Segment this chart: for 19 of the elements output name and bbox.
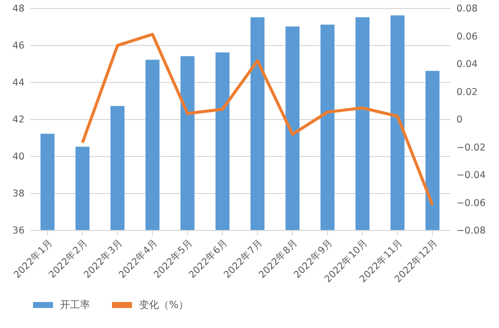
y-tick-label: 42 (12, 114, 24, 126)
y-tick-label: 38 (12, 188, 24, 200)
y2-tick-label: 0 (456, 114, 463, 126)
y2-tick-label: 0.02 (456, 86, 478, 98)
line-series (81, 32, 434, 207)
y2-tick-label: −0.04 (456, 170, 486, 181)
y2-tick-label: −0.06 (456, 198, 486, 209)
y2-tick-label: −0.08 (456, 226, 486, 236)
legend-label: 开工率 (60, 299, 90, 311)
y2-tick-label: −0.02 (456, 142, 486, 154)
y-tick-label: 46 (12, 40, 24, 52)
legend-label: 变化（%） (139, 299, 189, 311)
y2-tick-label: 0.06 (456, 31, 478, 42)
y-tick-label: 40 (12, 152, 24, 162)
y2-tick-label: 0.08 (456, 4, 478, 14)
y-tick-label: 48 (12, 4, 24, 14)
y-tick-label: 36 (12, 226, 24, 236)
y2-tick-label: 0.04 (456, 59, 478, 70)
y-tick-label: 44 (12, 78, 24, 88)
